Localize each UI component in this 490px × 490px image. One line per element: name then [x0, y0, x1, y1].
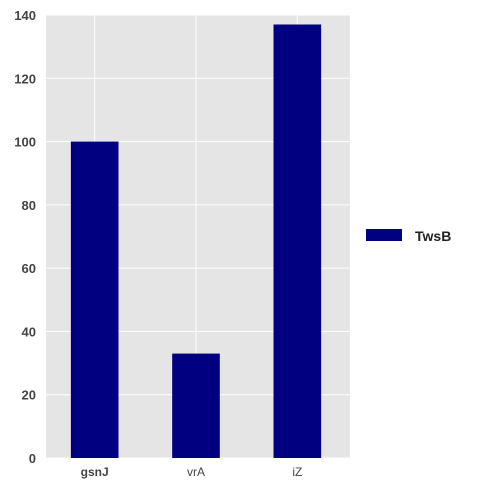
y-tick-label: 140 — [14, 8, 36, 23]
x-axis-ticks: gsnJ vrA iZ — [81, 465, 303, 479]
y-axis-ticks: 0 20 40 60 80 100 120 140 — [14, 8, 36, 466]
x-tick-label: vrA — [187, 465, 205, 479]
y-tick-label: 0 — [29, 451, 36, 466]
y-tick-label: 120 — [14, 71, 36, 86]
bar-iZ — [273, 24, 322, 458]
bar-gsnJ — [70, 141, 119, 459]
y-tick-label: 40 — [22, 324, 36, 339]
legend-swatch — [366, 229, 402, 241]
y-tick-label: 20 — [22, 388, 36, 403]
x-tick-label: gsnJ — [81, 465, 109, 479]
y-tick-label: 60 — [22, 261, 36, 276]
legend-label: TwsB — [415, 228, 451, 244]
y-tick-label: 80 — [22, 198, 36, 213]
y-tick-label: 100 — [14, 135, 36, 150]
x-tick-label: iZ — [292, 465, 302, 479]
bars — [70, 24, 322, 459]
legend: TwsB — [366, 228, 451, 244]
bar-vrA — [172, 353, 220, 458]
